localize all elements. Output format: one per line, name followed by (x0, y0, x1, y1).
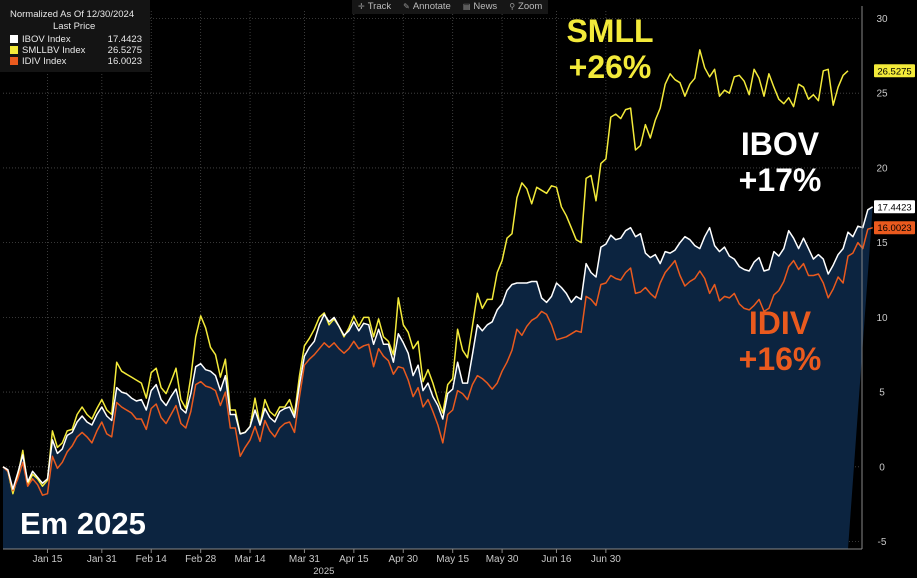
legend-subheader: Last Price (53, 21, 96, 32)
legend-item-ibov[interactable]: IBOV Index 17.4423 (10, 34, 142, 46)
y-tick-label: 20 (876, 163, 888, 174)
x-tick-label: Mar 31 (289, 554, 321, 565)
ibov-annotation: IBOV +17% (710, 126, 850, 199)
annotate-label: Annotate (412, 1, 451, 12)
magnifier-icon: ⚲ (509, 2, 516, 11)
y-tick-label: 10 (876, 313, 888, 324)
smll-series-line (2, 49, 849, 495)
ibov-last-value-box (874, 200, 915, 214)
legend-swatch (10, 46, 18, 54)
annotate-button[interactable]: ✎ Annotate (403, 0, 451, 14)
x-tick-label: Jun 16 (541, 554, 571, 565)
smll-annotation-name: SMLL (566, 13, 654, 49)
legend-item-name: IBOV Index (22, 34, 71, 45)
zoom-label: Zoom (518, 1, 543, 12)
legend-item-name: SMLLBV Index (22, 45, 86, 56)
ibov-area-fill (3, 206, 873, 550)
legend: Normalized As Of 12/30/2024 Last Price I… (0, 0, 150, 72)
x-axis-label: 2025 (313, 566, 334, 577)
idiv-last-value-label: 16.0023 (877, 223, 911, 234)
legend-item-value: 17.4423 (107, 34, 142, 45)
chart-footer-title: Em 2025 (20, 506, 146, 541)
series-lines (2, 49, 874, 496)
legend-swatch (10, 57, 18, 65)
ibov-series-line (2, 206, 874, 490)
x-tick-label: May 30 (486, 554, 519, 565)
legend-item-name: IDIV Index (22, 56, 67, 67)
legend-item-value: 16.0023 (107, 56, 142, 67)
legend-header-text: Normalized As Of 12/30/2024 (10, 9, 135, 20)
legend-item-smll[interactable]: SMLLBV Index 26.5275 (10, 45, 142, 57)
legend-item-value: 26.5275 (107, 45, 142, 56)
x-tick-label: Mar 14 (235, 554, 267, 565)
ibov-annotation-pct: +17% (738, 161, 822, 198)
news-button[interactable]: ▤ News (463, 0, 497, 14)
smll-annotation: SMLL +26% (540, 13, 680, 86)
track-label: Track (367, 1, 392, 12)
x-tick-label: Jan 31 (87, 554, 117, 565)
smll-annotation-pct: +26% (568, 48, 652, 85)
x-tick-label: Apr 15 (339, 554, 369, 565)
legend-swatch (10, 35, 18, 43)
idiv-last-value-box (874, 221, 915, 235)
track-button[interactable]: ✛ Track (358, 0, 391, 14)
y-tick-label: 0 (879, 462, 885, 473)
news-label: News (473, 1, 498, 12)
x-tick-label: Jun 30 (591, 554, 621, 565)
smll-last-value-box (874, 64, 915, 78)
y-tick-label: 15 (876, 238, 888, 249)
ibov-annotation-name: IBOV (740, 126, 820, 162)
y-tick-label: 5 (879, 388, 885, 399)
ibov-last-value-label: 17.4423 (877, 202, 911, 213)
y-tick-label: 25 (876, 89, 888, 100)
legend-item-idiv[interactable]: IDIV Index 16.0023 (10, 56, 142, 68)
smll-last-value-label: 26.5275 (877, 66, 911, 77)
idiv-series-line (2, 226, 873, 496)
idiv-annotation-name: IDIV (748, 305, 812, 341)
x-tick-label: Feb 14 (136, 554, 168, 565)
crosshair-icon: ✛ (358, 2, 365, 11)
y-tick-label: -5 (878, 537, 887, 548)
chart-toolbar: ✛ Track ✎ Annotate ▤ News ⚲ Zoom (352, 0, 549, 14)
x-tick-label: Feb 28 (185, 554, 217, 565)
x-tick-label: May 15 (436, 554, 469, 565)
idiv-annotation-pct: +16% (738, 340, 822, 377)
last-value-labels: 26.5275 17.4423 16.0023 (874, 64, 915, 235)
y-tick-label: 30 (876, 14, 888, 25)
pencil-icon: ✎ (403, 2, 410, 11)
x-tick-label: Apr 30 (389, 554, 419, 565)
idiv-annotation: IDIV +16% (710, 305, 850, 378)
x-tick-label: Jan 15 (32, 554, 62, 565)
news-icon: ▤ (462, 2, 471, 11)
ibov-area (3, 206, 873, 550)
zoom-button[interactable]: ⚲ Zoom (509, 0, 542, 14)
legend-header: Normalized As Of 12/30/2024 Last Price (10, 9, 134, 33)
